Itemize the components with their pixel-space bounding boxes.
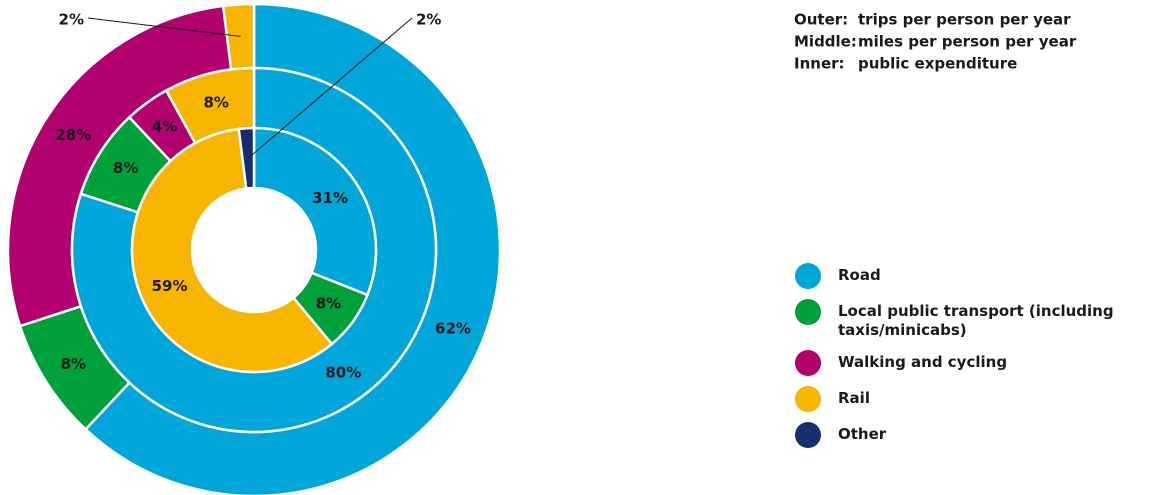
- legend-swatch: [795, 386, 821, 412]
- legend-label: Local public transport (including taxis/…: [838, 302, 1114, 339]
- ring-segment: [237, 126, 256, 190]
- ring-name: Inner:: [794, 55, 845, 73]
- legend-item: Walking and cycling: [795, 350, 1174, 376]
- data-label: 8%: [316, 295, 341, 313]
- data-label: 8%: [203, 93, 228, 111]
- legend-label: Road: [838, 266, 881, 284]
- leader-line: [87, 17, 241, 37]
- ring-description: trips per person per year: [858, 11, 1071, 29]
- legend: Road Local public transport (including ta…: [795, 263, 1174, 461]
- legend-item: Rail: [795, 386, 1174, 412]
- data-label: 2%: [59, 11, 84, 29]
- ring-description: public expenditure: [858, 55, 1017, 73]
- ring-name: Middle:: [794, 33, 857, 51]
- ring-segment: [252, 126, 378, 297]
- leader-line: [247, 17, 413, 159]
- legend-swatch: [795, 350, 821, 376]
- legend-label: Walking and cycling: [838, 353, 1008, 371]
- ring-segment: [130, 127, 334, 374]
- data-label: 31%: [312, 189, 348, 207]
- data-label: 2%: [416, 11, 441, 29]
- ring-description: miles per person per year: [858, 33, 1077, 51]
- data-label: 28%: [55, 126, 91, 144]
- data-label: 8%: [113, 159, 138, 177]
- data-label: 59%: [152, 277, 188, 295]
- legend-item: Other: [795, 422, 1174, 448]
- legend-label: Rail: [838, 389, 870, 407]
- ring-name: Outer:: [794, 11, 848, 29]
- data-label: 80%: [325, 363, 361, 381]
- legend-swatch: [795, 263, 821, 289]
- data-label: 4%: [152, 118, 177, 136]
- legend-label: Other: [838, 425, 887, 443]
- data-label: 8%: [61, 355, 86, 373]
- legend-swatch: [795, 422, 821, 448]
- legend-swatch: [795, 299, 821, 325]
- legend-item: Local public transport (including taxis/…: [795, 299, 1174, 340]
- legend-item: Road: [795, 263, 1174, 289]
- data-label: 62%: [435, 319, 471, 337]
